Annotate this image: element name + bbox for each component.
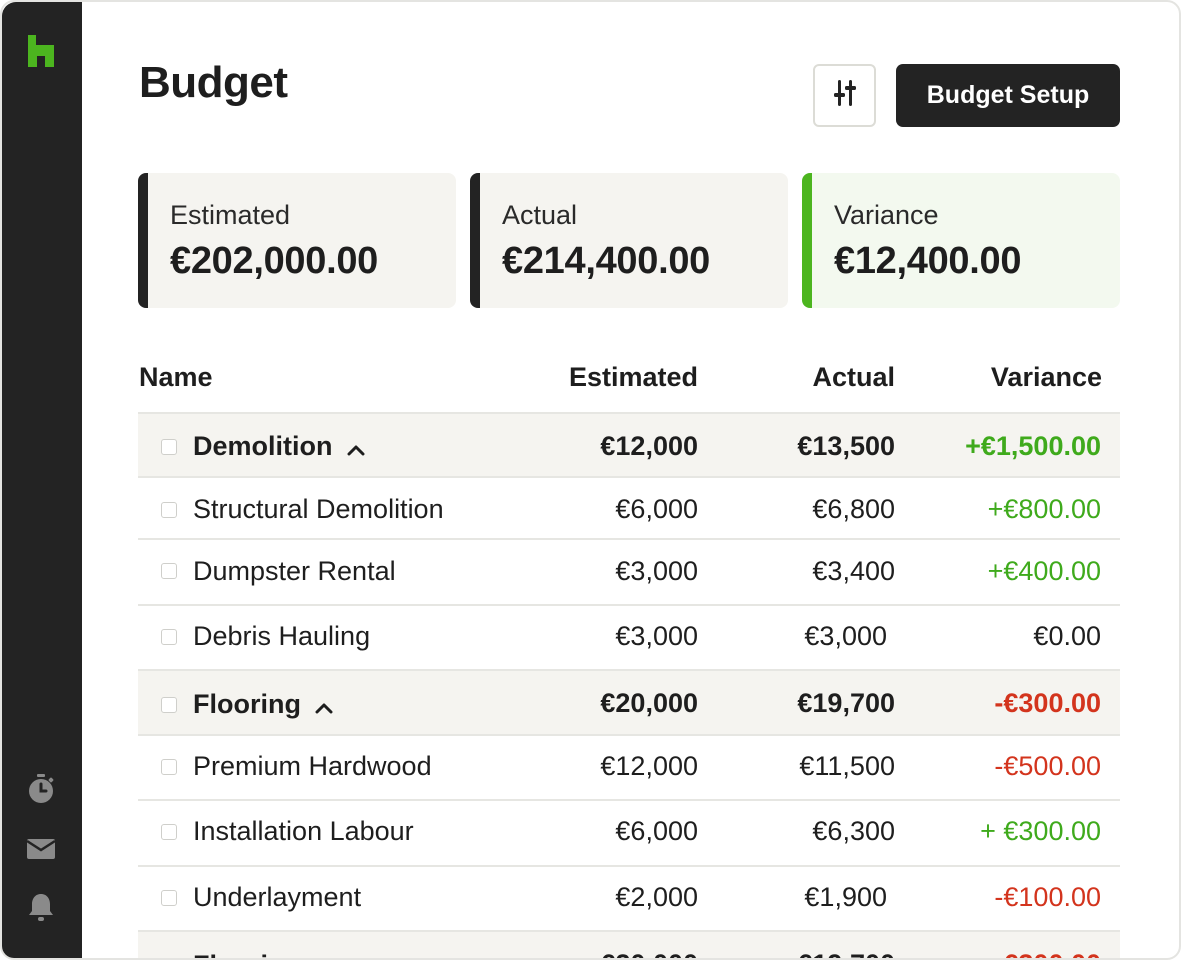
row-actual: €6,300 <box>812 816 895 846</box>
table-row[interactable]: Structural Demolition €6,000 €6,800 +€80… <box>138 476 1120 538</box>
row-actual: €19,700 <box>797 688 895 718</box>
chevron-up-icon[interactable] <box>315 951 333 958</box>
row-name: Demolition <box>193 431 365 463</box>
actual-summary-card: Actual €214,400.00 <box>470 173 788 308</box>
summary-value: €12,400.00 <box>834 240 1022 282</box>
row-estimated: €12,000 <box>600 431 698 461</box>
row-variance: -€300.00 <box>994 688 1101 718</box>
row-name: Dumpster Rental <box>193 556 396 586</box>
row-name: Flooring <box>193 950 333 958</box>
row-checkbox[interactable] <box>161 759 177 775</box>
column-header-variance[interactable]: Variance <box>990 362 1102 392</box>
row-variance: +€1,500.00 <box>965 431 1101 461</box>
summary-label: Actual <box>502 200 578 230</box>
row-estimated: €3,000 <box>615 556 698 586</box>
row-estimated: €20,000 <box>600 949 698 958</box>
row-checkbox[interactable] <box>161 563 177 579</box>
page-title: Budget <box>139 58 288 107</box>
sliders-icon <box>833 80 856 111</box>
row-name: Debris Hauling <box>193 621 371 651</box>
row-checkbox[interactable] <box>161 824 177 840</box>
summary-label: Variance <box>834 200 939 230</box>
column-header-actual[interactable]: Actual <box>812 362 895 392</box>
row-variance: €0.00 <box>1033 621 1101 651</box>
summary-value: €202,000.00 <box>170 240 379 282</box>
row-actual: €13,500 <box>797 431 895 461</box>
row-checkbox[interactable] <box>161 502 177 518</box>
row-variance: + €300.00 <box>980 816 1101 846</box>
row-actual: €1,900 <box>804 882 887 912</box>
row-estimated: €6,000 <box>615 494 698 524</box>
row-checkbox[interactable] <box>161 697 177 713</box>
table-row-group[interactable]: Flooring €20,000 €19,700 -€300.00 <box>138 669 1120 734</box>
chevron-up-icon[interactable] <box>315 690 333 721</box>
stopwatch-icon[interactable] <box>24 772 58 806</box>
table-row[interactable]: Debris Hauling €3,000 €3,000 €0.00 <box>138 604 1120 669</box>
mail-icon[interactable] <box>24 832 58 866</box>
column-header-name[interactable]: Name <box>139 362 213 392</box>
row-actual: €3,400 <box>812 556 895 586</box>
row-name: Underlayment <box>193 882 362 912</box>
table-row[interactable]: Premium Hardwood €12,000 €11,500 -€500.0… <box>138 734 1120 799</box>
table-header: Name Estimated Actual Variance <box>138 362 1120 402</box>
table-row[interactable]: Installation Labour €6,000 €6,300 + €300… <box>138 799 1120 865</box>
main-content: Budget Budget Setup Estimated €202,000.0… <box>82 2 1179 958</box>
row-name: Installation Labour <box>193 816 414 846</box>
table-row[interactable]: Underlayment €2,000 €1,900 -€100.00 <box>138 865 1120 930</box>
row-variance: -€300.00 <box>994 949 1101 958</box>
row-variance: -€100.00 <box>994 882 1101 912</box>
chevron-up-icon[interactable] <box>347 432 365 463</box>
summary-label: Estimated <box>170 200 291 230</box>
row-checkbox[interactable] <box>161 439 177 455</box>
budget-table: Demolition €12,000 €13,500 +€1,500.00 St… <box>138 412 1120 958</box>
row-checkbox[interactable] <box>161 890 177 906</box>
bell-icon[interactable] <box>24 890 58 924</box>
row-name: Flooring <box>193 689 333 721</box>
table-row-group[interactable]: Demolition €12,000 €13,500 +€1,500.00 <box>138 412 1120 476</box>
estimated-summary-card: Estimated €202,000.00 <box>138 173 456 308</box>
row-actual: €11,500 <box>799 751 895 781</box>
row-estimated: €2,000 <box>615 882 698 912</box>
row-actual: €19,700 <box>797 949 895 958</box>
row-name: Structural Demolition <box>193 494 444 524</box>
row-variance: -€500.00 <box>994 751 1101 781</box>
row-actual: €6,800 <box>812 494 895 524</box>
row-estimated: €12,000 <box>600 751 698 781</box>
row-checkbox[interactable] <box>161 629 177 645</box>
row-variance: +€800.00 <box>987 494 1101 524</box>
table-row-group[interactable]: Flooring €20,000 €19,700 -€300.00 <box>138 930 1120 958</box>
houzz-logo-icon[interactable] <box>24 34 58 68</box>
variance-summary-card: Variance €12,400.00 <box>802 173 1120 308</box>
row-estimated: €20,000 <box>600 688 698 718</box>
table-row[interactable]: Dumpster Rental €3,000 €3,400 +€400.00 <box>138 538 1120 604</box>
row-estimated: €3,000 <box>615 621 698 651</box>
summary-value: €214,400.00 <box>502 240 711 282</box>
sidebar <box>2 2 82 958</box>
row-name: Premium Hardwood <box>193 751 432 781</box>
row-actual: €3,000 <box>804 621 887 651</box>
budget-setup-button[interactable]: Budget Setup <box>896 64 1120 127</box>
filter-button[interactable] <box>813 64 876 127</box>
row-variance: +€400.00 <box>987 556 1101 586</box>
column-header-estimated[interactable]: Estimated <box>568 362 698 392</box>
row-estimated: €6,000 <box>615 816 698 846</box>
